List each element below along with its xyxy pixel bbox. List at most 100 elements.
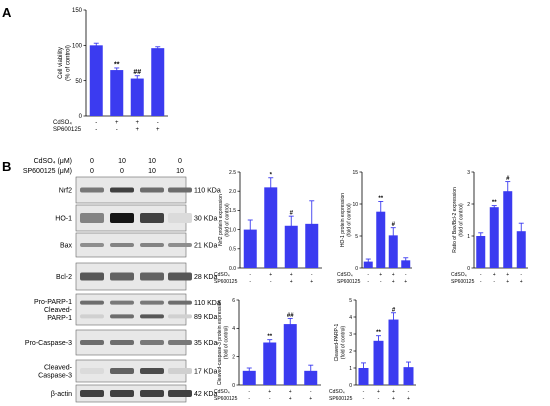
treatment-sign: - [408, 389, 410, 395]
treatment-sign: + [407, 396, 410, 402]
treatment-label: SP600125 [451, 279, 475, 285]
blot-kda-label: 30 KDa [194, 216, 217, 223]
treatment-sign: + [156, 127, 160, 133]
y-tick-label: 0 [232, 383, 235, 389]
y-tick-label: 0 [355, 266, 358, 272]
blot-band [140, 300, 164, 305]
y-axis-label-line: Cleaved-PARP-1 [334, 323, 340, 361]
blot-protein-label: HO-1 [55, 216, 72, 223]
blot-band [168, 390, 192, 397]
treatment-sign: + [309, 396, 312, 402]
treatment-sign: - [116, 127, 118, 133]
y-axis-label-line: Cell viability [58, 47, 64, 79]
blot-band [110, 243, 134, 247]
bar [110, 70, 124, 116]
treatment-sign: - [380, 279, 382, 285]
y-axis-label-line: (fold of control) [459, 203, 465, 237]
treatment-sign: - [95, 120, 97, 126]
y-axis-label-line: Nrf2 protein expression [218, 194, 224, 246]
bar [489, 207, 499, 268]
y-tick-label: 1.5 [229, 208, 236, 214]
bar [516, 231, 526, 268]
panel-label-a: A [2, 5, 12, 20]
blot-band [80, 314, 104, 319]
significance-mark: ## [133, 69, 141, 76]
blot-band [80, 300, 104, 305]
blot-band [110, 272, 134, 281]
treatment-sign: - [310, 389, 312, 395]
treatment-sign: - [248, 396, 250, 402]
treatment-sign: + [506, 272, 509, 278]
treatment-sign: + [493, 272, 496, 278]
treatment-sign: + [290, 272, 293, 278]
y-tick-label: 0.0 [229, 266, 236, 272]
treatment-sign: - [157, 120, 159, 126]
y-tick-label: 1.0 [229, 227, 236, 233]
y-axis-label: Cell viability (% of control) [58, 45, 72, 81]
y-axis-label-line: Cleaved-caspase-3 protein expression [217, 300, 223, 386]
y-tick-label: 0 [467, 266, 470, 272]
treatment-sign: + [269, 272, 272, 278]
blot-kda-label: 21 KDa [194, 243, 217, 250]
blot-band [80, 368, 104, 374]
blot-band [110, 314, 134, 319]
blot-band [110, 213, 134, 223]
blot-row: β-actin 42 KDa [51, 384, 217, 403]
y-tick-label: 5 [349, 298, 352, 304]
y-axis-label-line: (fold of control) [341, 325, 347, 359]
significance-mark: ## [287, 313, 294, 319]
treatment-sign: - [378, 396, 380, 402]
bar [243, 229, 257, 268]
chart-nrf2: 0.0 0.5 1.0 1.5 2.0 2.5 Nrf2 protein expressio… [214, 170, 322, 285]
bar [358, 368, 369, 385]
treatment-sign: - [480, 279, 482, 285]
treatment-sign: - [248, 389, 250, 395]
bar [242, 370, 256, 385]
treatment-label: CdSO₄ [214, 389, 230, 395]
blot-band [80, 187, 104, 193]
blot-row: HO-1 30 KDa [55, 204, 217, 232]
blot-strip [75, 293, 187, 326]
treatment-sign: - [367, 279, 369, 285]
significance-mark: # [392, 222, 396, 228]
blot-kda-label: 28 KDa [194, 274, 217, 281]
blot-header-value: 10 [118, 158, 126, 165]
blot-row: Nrf2 110 KDa [59, 176, 221, 204]
blot-header-value: 0 [120, 168, 124, 175]
blot-band [168, 243, 192, 247]
significance-mark: ** [492, 200, 497, 206]
blot-header-value: 0 [90, 158, 94, 165]
blot-header-value: 10 [148, 158, 156, 165]
treatment-sign: - [405, 272, 407, 278]
blot-band [80, 243, 104, 247]
y-tick-label: 1 [467, 234, 470, 240]
blot-band [110, 187, 134, 193]
treatment-sign: - [249, 272, 251, 278]
treatment-sign: - [520, 272, 522, 278]
blot-band [168, 300, 192, 305]
treatment-sign: - [311, 272, 313, 278]
blot-header-value: 0 [90, 168, 94, 175]
y-tick-label: 2.5 [229, 170, 236, 176]
blot-kda-label: 35 KDa [194, 340, 217, 347]
bar [89, 45, 103, 117]
blot-band [80, 213, 104, 223]
blot-protein-label: Pro-Caspase-3 [25, 340, 72, 347]
treatment-sign: + [392, 279, 395, 285]
bar [130, 78, 144, 116]
blot-header-value: 0 [178, 158, 182, 165]
treatment-sign: - [363, 389, 365, 395]
y-axis-label: Nrf2 protein expression (fold of control) [218, 194, 231, 246]
y-tick-label: 0.5 [229, 247, 236, 253]
significance-mark: # [290, 211, 294, 217]
significance-mark: * [270, 172, 273, 178]
blot-band [140, 213, 164, 223]
y-tick-label: 0 [79, 114, 83, 120]
blot-protein-label: Bcl-2 [56, 274, 72, 281]
treatment-sign: - [95, 127, 97, 133]
significance-mark: # [506, 176, 510, 182]
bar [263, 342, 277, 385]
